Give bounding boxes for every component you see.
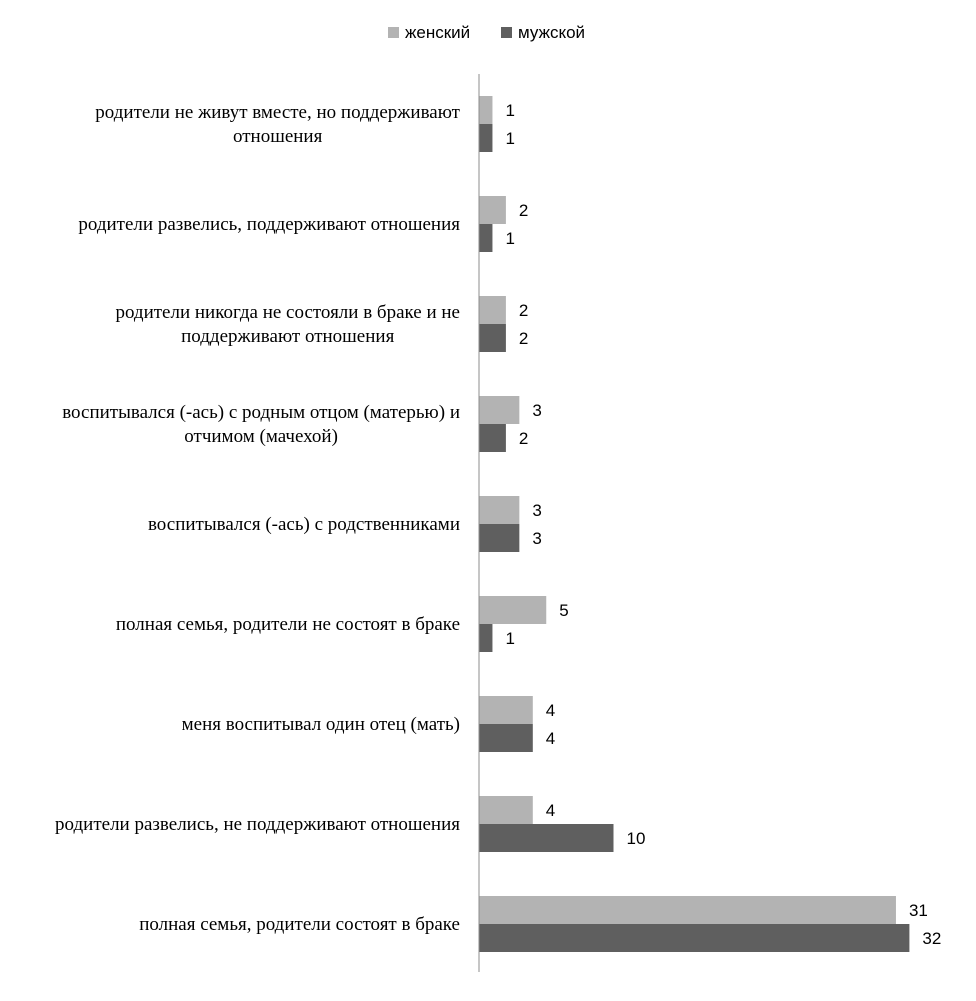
category-label-0-line-0: родители не живут вместе, но поддерживаю… [95, 102, 460, 123]
category-label-6-line-0: меня воспитывал один отец (мать) [182, 714, 460, 735]
value-label-female-2: 2 [519, 301, 528, 320]
bar-male-5 [479, 624, 493, 652]
legend-swatch-female [388, 27, 399, 38]
bars-group [479, 96, 910, 952]
value-label-female-0: 1 [505, 101, 514, 120]
value-label-male-0: 1 [505, 129, 514, 148]
category-label-2-line-1: поддерживают отношения [181, 326, 394, 347]
value-label-male-7: 10 [627, 829, 646, 848]
value-label-male-2: 2 [519, 329, 528, 348]
bar-female-6 [479, 696, 533, 724]
category-label-3-line-0: воспитывался (-ась) с родным отцом (мате… [62, 402, 460, 423]
bar-female-1 [479, 196, 506, 224]
legend-label-female: женский [405, 23, 470, 42]
category-labels-group: родители не живут вместе, но поддерживаю… [55, 102, 461, 935]
category-label-2-line-0: родители никогда не состояли в браке и н… [115, 302, 460, 323]
bar-male-2 [479, 324, 506, 352]
legend-swatch-male [501, 27, 512, 38]
value-label-female-1: 2 [519, 201, 528, 220]
value-label-female-7: 4 [546, 801, 555, 820]
bar-male-3 [479, 424, 506, 452]
bar-female-3 [479, 396, 520, 424]
category-label-1-line-0: родители развелись, поддерживают отношен… [78, 214, 460, 235]
value-label-male-3: 2 [519, 429, 528, 448]
category-label-5-line-0: полная семья, родители не состоят в брак… [116, 614, 460, 635]
value-label-female-8: 31 [909, 901, 928, 920]
value-label-male-6: 4 [546, 729, 555, 748]
bar-female-0 [479, 96, 493, 124]
bar-female-2 [479, 296, 506, 324]
value-label-male-5: 1 [505, 629, 514, 648]
bar-male-6 [479, 724, 533, 752]
value-label-female-4: 3 [532, 501, 541, 520]
bar-female-8 [479, 896, 896, 924]
value-label-male-8: 32 [922, 929, 941, 948]
legend-label-male: мужской [518, 23, 585, 42]
bar-female-4 [479, 496, 520, 524]
category-label-0-line-1: отношения [233, 126, 323, 147]
bar-female-5 [479, 596, 547, 624]
category-label-4-line-0: воспитывался (-ась) с родственниками [148, 514, 460, 535]
value-label-male-1: 1 [505, 229, 514, 248]
value-label-female-6: 4 [546, 701, 555, 720]
category-label-8-line-0: полная семья, родители состоят в браке [139, 914, 460, 935]
category-label-7-line-0: родители развелись, не поддерживают отно… [55, 814, 460, 835]
bar-male-0 [479, 124, 493, 152]
bar-male-1 [479, 224, 493, 252]
bar-male-7 [479, 824, 614, 852]
bar-female-7 [479, 796, 533, 824]
category-label-3-line-1: отчимом (мачехой) [184, 426, 338, 447]
legend: женский мужской [388, 23, 585, 42]
bar-male-4 [479, 524, 520, 552]
value-label-female-3: 3 [532, 401, 541, 420]
value-label-female-5: 5 [559, 601, 568, 620]
value-label-male-4: 3 [532, 529, 541, 548]
bar-male-8 [479, 924, 910, 952]
